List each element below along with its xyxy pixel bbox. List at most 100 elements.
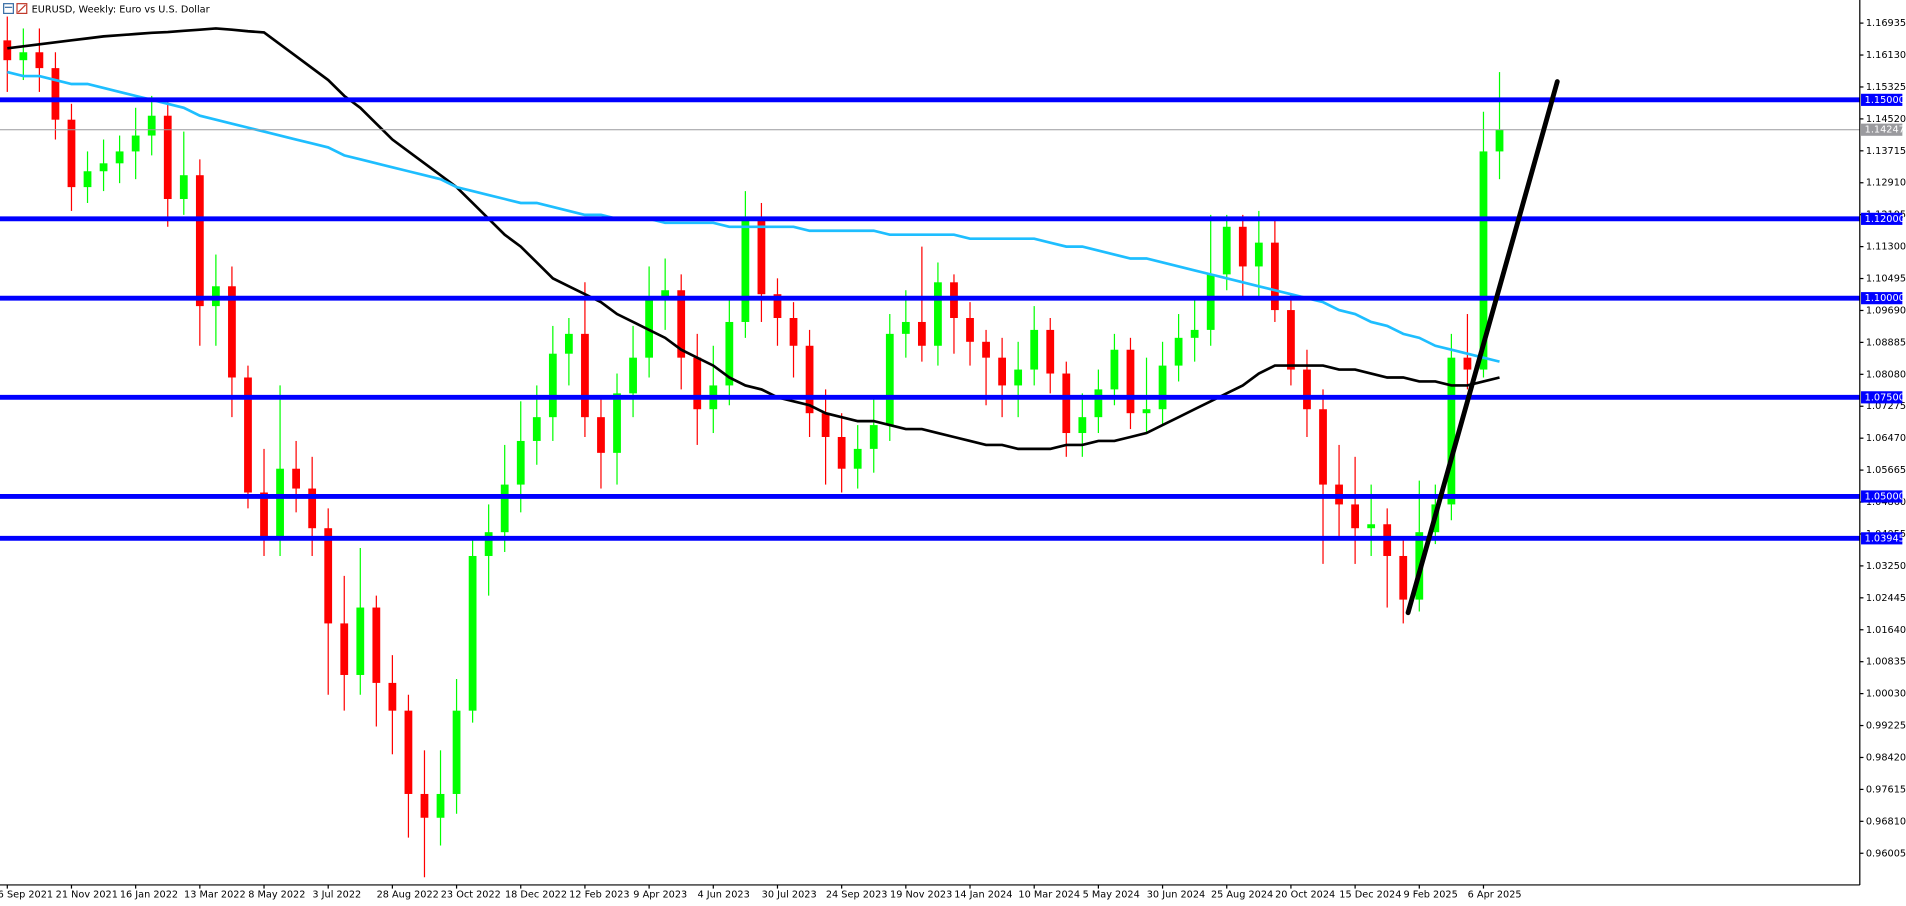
- candle-body: [388, 682, 397, 711]
- candle-body: [3, 40, 12, 61]
- candle-body: [340, 623, 349, 675]
- candle-body: [885, 333, 894, 426]
- candle-body: [693, 357, 702, 410]
- candle-body: [1367, 524, 1376, 529]
- y-tick-label: 1.07275: [1866, 401, 1906, 412]
- candle-body: [853, 448, 862, 469]
- y-tick-label: 1.16935: [1866, 18, 1906, 29]
- y-tick-label: 1.06470: [1866, 433, 1906, 444]
- x-tick-label: 24 Sep 2023: [826, 890, 888, 901]
- candle-body: [1399, 555, 1408, 600]
- candle-body: [1014, 369, 1023, 386]
- candle-body: [147, 115, 156, 136]
- y-tick-label: 1.12910: [1866, 178, 1906, 189]
- candle-body: [452, 710, 461, 794]
- x-tick-label: 12 Feb 2023: [569, 890, 630, 901]
- candle-body: [741, 218, 750, 322]
- y-tick-label: 0.96005: [1866, 848, 1906, 859]
- level-label: 1.10000: [1865, 293, 1905, 304]
- candle-body: [1062, 373, 1071, 434]
- x-tick-label: 5 May 2024: [1083, 890, 1140, 901]
- candle-body: [677, 290, 686, 358]
- candle-body: [597, 417, 605, 453]
- plot-area: [0, 16, 1860, 878]
- x-tick-label: 28 Aug 2022: [377, 890, 439, 901]
- candle-body: [1142, 409, 1151, 414]
- x-tick-label: 13 Mar 2022: [184, 890, 246, 901]
- candle-body: [837, 436, 846, 469]
- candle-body: [1126, 349, 1135, 414]
- level-label-box: [1861, 490, 1903, 503]
- candle-body: [773, 294, 782, 319]
- x-tick-label: 14 Jan 2024: [954, 890, 1012, 901]
- candle-body: [1495, 129, 1504, 152]
- candle-body: [484, 532, 493, 556]
- candle-body: [532, 417, 541, 441]
- candle-body: [1238, 226, 1247, 267]
- candle-body: [581, 333, 589, 418]
- candle-body: [179, 175, 188, 200]
- candle-body: [1158, 365, 1167, 410]
- candle-body: [83, 171, 92, 188]
- icon: [17, 4, 26, 13]
- x-tick-label: 30 Jul 2023: [762, 890, 817, 901]
- x-tick-label: 6 Apr 2025: [1468, 890, 1522, 901]
- candle-body: [1270, 242, 1279, 311]
- candle-body: [35, 52, 44, 69]
- axes: 1.16935 1.16130 1.15325 1.14520 1.13715 1.129…: [0, 18, 1906, 901]
- x-tick-label: 10 Mar 2024: [1018, 890, 1080, 901]
- candle-body: [1046, 329, 1055, 374]
- candle-body: [1479, 151, 1488, 370]
- y-tick-label: 1.13715: [1866, 146, 1906, 157]
- candle-body: [1303, 369, 1311, 410]
- candle-body: [228, 286, 236, 378]
- candle-body: [1351, 504, 1359, 529]
- candle-body: [468, 555, 477, 711]
- current-price-label: 1.14247: [1865, 125, 1905, 136]
- candle-body: [67, 119, 76, 188]
- level-label: 1.15000: [1865, 95, 1905, 106]
- level-label: 1.03945: [1865, 533, 1905, 544]
- y-tick-label: 1.00030: [1866, 689, 1906, 700]
- candle-body: [260, 492, 268, 537]
- moving-average: [7, 27, 1500, 451]
- level-label: 1.07500: [1865, 392, 1905, 403]
- candle-body: [195, 175, 204, 307]
- y-tick-label: 1.00835: [1866, 657, 1906, 668]
- candle-body: [725, 321, 734, 386]
- x-tick-label: 20 Oct 2024: [1275, 890, 1335, 901]
- candle-body: [115, 151, 124, 164]
- candle-body: [613, 393, 621, 453]
- candle-body: [661, 290, 670, 299]
- candle-body: [1254, 242, 1263, 267]
- candle-body: [1463, 357, 1472, 370]
- candle-body: [548, 353, 557, 418]
- y-tick-label: 1.08885: [1866, 337, 1906, 348]
- y-tick-label: 0.96810: [1866, 816, 1906, 827]
- level-label-box: [1861, 532, 1903, 545]
- candle-body: [564, 333, 573, 354]
- candle-body: [966, 318, 974, 342]
- candle-body: [131, 135, 140, 152]
- candle-body: [51, 68, 60, 120]
- candle-body: [244, 377, 252, 493]
- y-tick-label: 1.15325: [1866, 82, 1906, 93]
- candle-body: [917, 321, 926, 346]
- x-tick-label: 15 Dec 2024: [1339, 890, 1401, 901]
- y-tick-label: 1.05665: [1866, 465, 1906, 476]
- candle-body: [276, 468, 284, 537]
- icon: [3, 3, 14, 15]
- candle-body: [404, 710, 413, 794]
- candle-body: [982, 341, 990, 358]
- candle-body: [163, 115, 172, 200]
- level-label-box: [1861, 391, 1903, 404]
- y-tick-label: 1.14520: [1866, 114, 1906, 125]
- candle-body: [372, 607, 381, 683]
- x-tick-label: 9 Apr 2023: [633, 890, 687, 901]
- candle-body: [500, 484, 509, 533]
- current-price-box: [1861, 123, 1903, 136]
- candle-body: [436, 793, 445, 818]
- candle-body: [934, 282, 942, 346]
- trend-line: [1405, 79, 1560, 616]
